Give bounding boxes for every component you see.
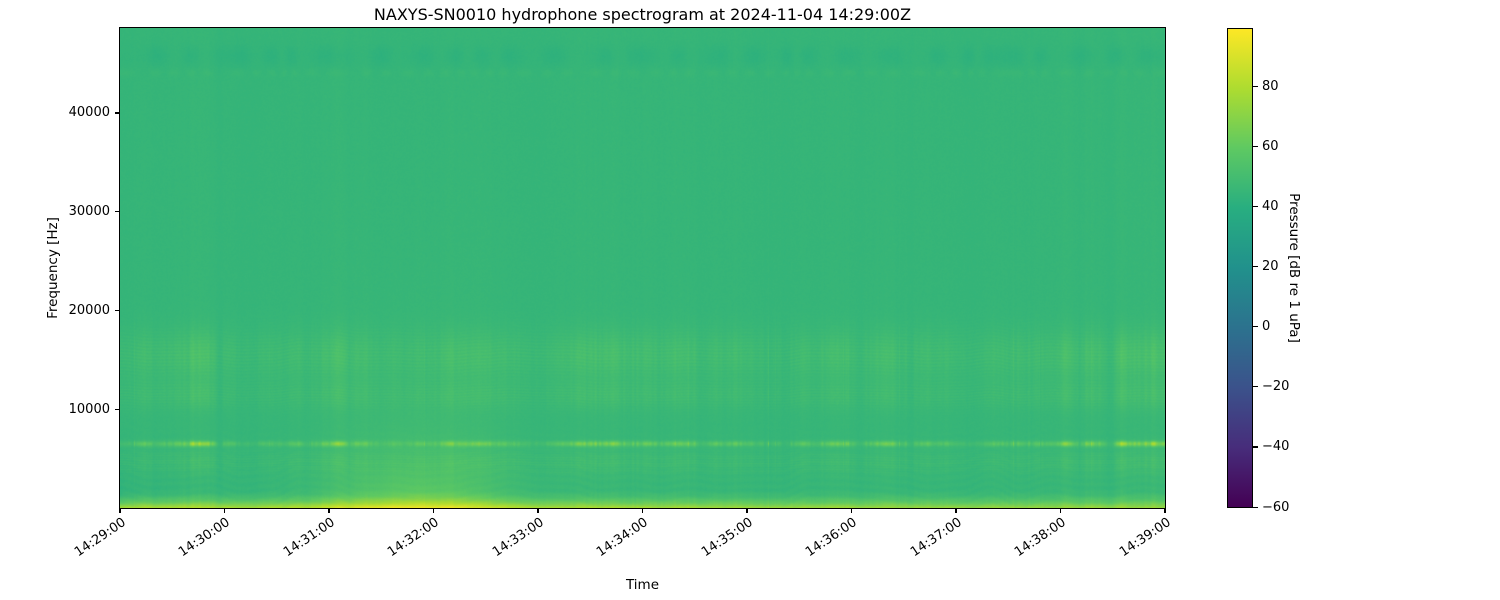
x-tick-label: 14:38:00 xyxy=(1012,515,1069,561)
colorbar-tick-label: 20 xyxy=(1262,258,1279,274)
colorbar-gradient xyxy=(1228,29,1252,507)
x-tick-label: 14:36:00 xyxy=(803,515,860,561)
plot-title: NAXYS-SN0010 hydrophone spectrogram at 2… xyxy=(373,5,912,24)
colorbar-tick-mark xyxy=(1253,265,1258,268)
colorbar-tick-label: −20 xyxy=(1262,379,1290,395)
x-tick-mark xyxy=(955,508,957,513)
y-tick-mark xyxy=(115,211,120,213)
colorbar-tick-mark xyxy=(1253,506,1258,508)
colorbar-frame xyxy=(1227,28,1253,508)
x-tick-label: 14:33:00 xyxy=(489,515,547,561)
colorbar-tick-mark xyxy=(1253,326,1258,328)
colorbar-label: Pressure [dB re 1 uPa] xyxy=(1286,193,1302,343)
x-tick-mark xyxy=(641,508,644,513)
x-tick-mark xyxy=(223,508,226,513)
y-tick-label: 40000 xyxy=(68,105,110,121)
x-tick-label: 14:29:00 xyxy=(71,515,129,561)
y-tick-mark xyxy=(115,112,120,114)
y-tick-label: 30000 xyxy=(68,204,110,220)
colorbar-tick-label: 40 xyxy=(1262,198,1279,214)
y-tick-mark xyxy=(115,309,120,312)
colorbar-tick-mark xyxy=(1253,446,1258,448)
x-tick-mark xyxy=(119,508,121,513)
x-tick-mark xyxy=(328,508,330,513)
x-tick-mark xyxy=(1164,508,1166,513)
x-tick-label: 14:31:00 xyxy=(280,515,338,561)
colorbar-tick-mark xyxy=(1253,145,1258,147)
colorbar-tick-mark xyxy=(1253,205,1258,208)
x-tick-label: 14:39:00 xyxy=(1116,515,1174,561)
x-tick-label: 14:35:00 xyxy=(698,515,756,561)
x-tick-mark xyxy=(1059,508,1062,513)
x-tick-label: 14:37:00 xyxy=(907,515,965,561)
spectrogram-heatmap xyxy=(120,28,1165,508)
colorbar-tick-mark xyxy=(1253,386,1258,388)
x-tick-mark xyxy=(850,508,853,513)
colorbar-tick-label: −40 xyxy=(1262,439,1290,455)
colorbar-tick-label: −60 xyxy=(1262,499,1290,515)
y-tick-label: 10000 xyxy=(68,401,110,417)
x-tick-label: 14:32:00 xyxy=(385,515,442,561)
x-tick-label: 14:30:00 xyxy=(176,515,233,561)
colorbar-tick-mark xyxy=(1253,85,1258,87)
colorbar-tick-label: 0 xyxy=(1262,319,1271,335)
colorbar-tick-label: 80 xyxy=(1262,78,1279,94)
x-tick-mark xyxy=(746,508,748,513)
x-axis-label: Time xyxy=(625,577,660,593)
x-tick-mark xyxy=(432,508,435,513)
x-tick-label: 14:34:00 xyxy=(594,515,651,561)
y-tick-label: 20000 xyxy=(68,302,110,318)
x-tick-mark xyxy=(537,508,539,513)
axes-frame xyxy=(119,27,1166,509)
y-tick-mark xyxy=(115,408,120,410)
colorbar-tick-label: 60 xyxy=(1262,138,1279,154)
